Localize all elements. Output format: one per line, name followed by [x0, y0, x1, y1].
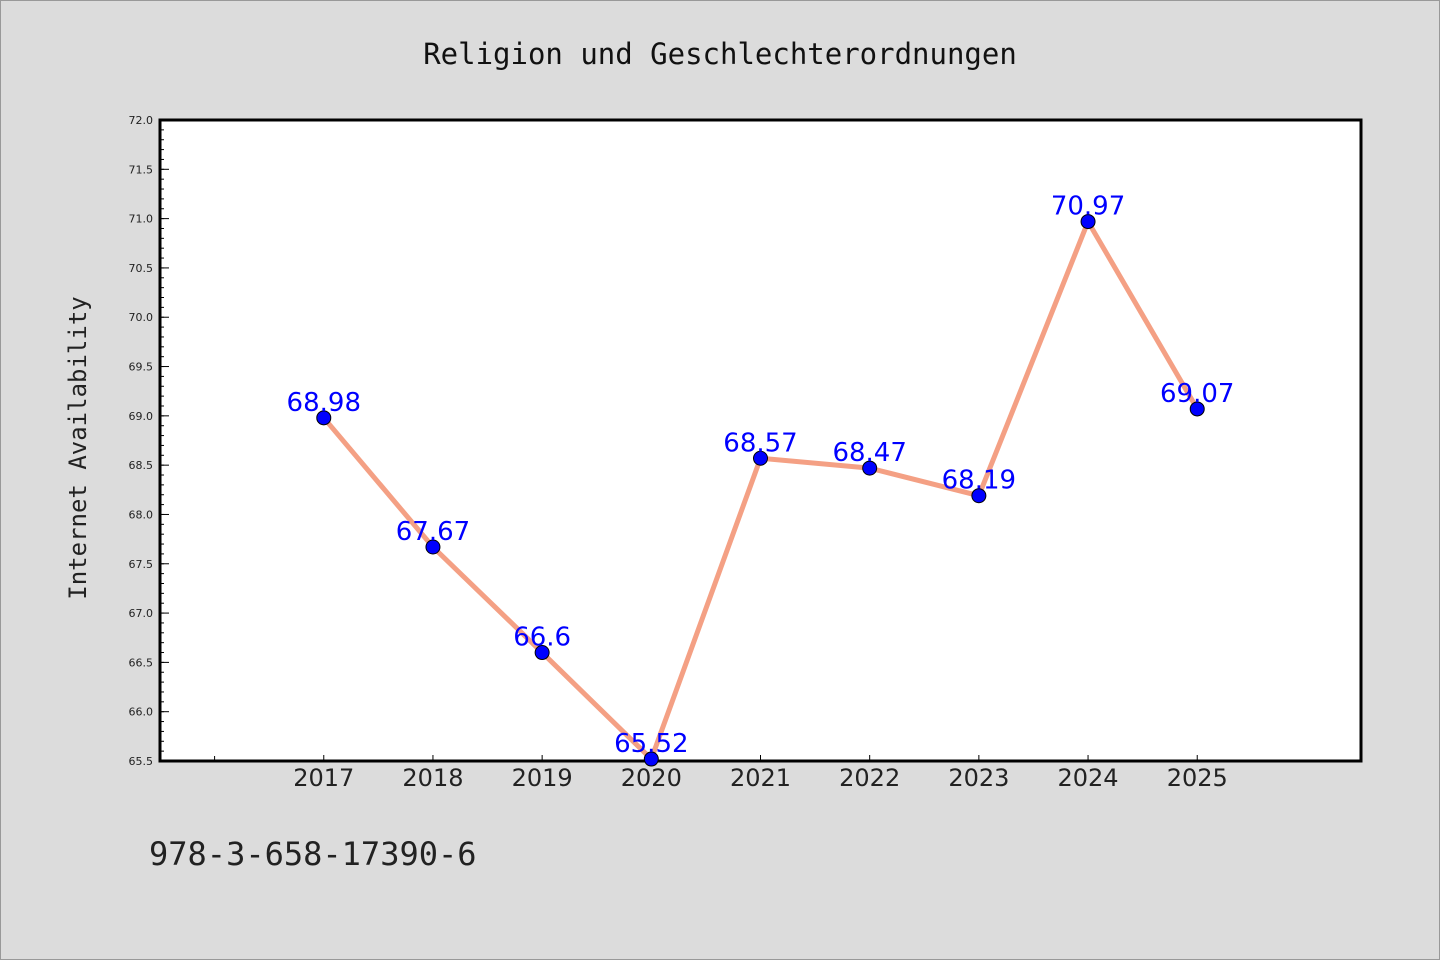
y-tick-label: 66.5	[129, 656, 154, 669]
data-label: 65.52	[614, 729, 688, 759]
data-point	[316, 410, 332, 426]
y-tick-label: 65.5	[129, 755, 154, 768]
y-tick-label: 66.0	[129, 706, 154, 719]
y-tick-label: 69.5	[129, 361, 154, 374]
data-point	[425, 539, 441, 555]
y-tick-label: 67.5	[129, 558, 154, 571]
x-tick-label: 2023	[948, 764, 1009, 792]
y-tick-label: 68.5	[129, 459, 154, 472]
data-point	[753, 450, 768, 466]
y-tick-label: 68.0	[129, 508, 154, 521]
y-tick-label: 70.0	[129, 311, 154, 324]
isbn-footer: 978-3-658-17390-6	[149, 835, 477, 873]
y-axis-ticks: 65.5 66.0 66.5 67.0 67.5 68.0 68.5 69.0 69.5 70.0…	[129, 114, 169, 768]
data-point	[534, 645, 550, 661]
y-tick-label: 71.0	[129, 213, 154, 226]
data-label-layer: 68.98 67.67 66.6 65.52 68.57 68.47 68.19 70.97 6…	[287, 192, 1235, 759]
x-tick-label: 2020	[621, 764, 682, 792]
data-point	[971, 488, 987, 504]
y-tick-label: 69.0	[129, 410, 154, 423]
x-tick-label: 2025	[1167, 764, 1228, 792]
plot-area	[158, 118, 1363, 763]
data-point	[862, 460, 878, 476]
y-tick-label: 72.0	[129, 114, 154, 127]
x-tick-label: 2024	[1058, 764, 1119, 792]
data-label: 68.98	[287, 388, 361, 418]
x-axis-ticks: 2017 2018 2019 2020 2021 2022 2023 2024 2025	[214, 755, 1228, 792]
x-tick-label: 2021	[730, 764, 791, 792]
data-label: 68.19	[942, 466, 1016, 496]
y-tick-label: 71.5	[129, 163, 154, 176]
x-tick-label: 2019	[512, 764, 573, 792]
x-tick-label: 2018	[402, 764, 463, 792]
x-tick-label: 2022	[839, 764, 900, 792]
x-tick-label: 2017	[293, 764, 354, 792]
data-point	[643, 751, 659, 767]
y-axis-label: Internet Availability	[64, 296, 92, 599]
data-point	[1189, 401, 1205, 417]
data-label: 68.47	[832, 438, 906, 468]
y-tick-label: 70.5	[129, 262, 154, 275]
data-point	[1080, 214, 1096, 230]
data-label: 68.57	[723, 428, 797, 458]
data-label: 69.07	[1160, 379, 1234, 409]
chart-title: Religion und Geschlechterordnungen	[423, 37, 1017, 71]
data-label: 70.97	[1051, 192, 1125, 222]
marker-layer	[316, 214, 1205, 767]
data-label: 66.6	[513, 623, 571, 653]
y-tick-label: 67.0	[129, 607, 154, 620]
data-label: 67.67	[396, 517, 470, 547]
